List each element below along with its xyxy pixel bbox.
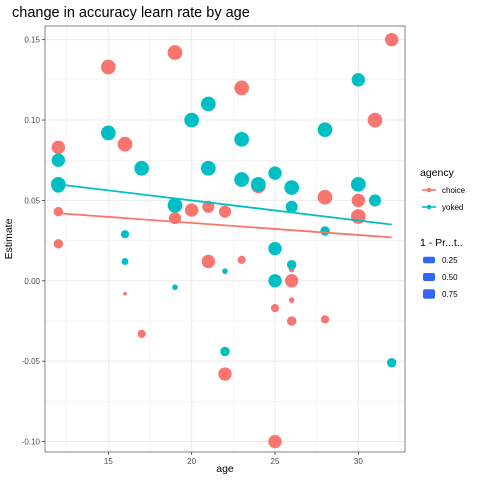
point-yoked <box>234 172 250 187</box>
x-tick-label: 25 <box>271 457 280 466</box>
y-tick-label: -0.05 <box>22 357 41 366</box>
point-yoked <box>285 200 298 213</box>
grid <box>44 25 406 453</box>
y-tick-label: 0.15 <box>24 36 40 45</box>
point-choice <box>320 315 330 324</box>
point-yoked <box>100 125 116 141</box>
point-yoked <box>284 180 300 195</box>
y-tick-label: 0.10 <box>24 116 40 125</box>
point-choice <box>384 32 399 47</box>
chart-title: change in accuracy learn rate by age <box>12 5 250 21</box>
point-yoked <box>317 122 333 138</box>
point-choice <box>234 80 250 96</box>
trend-line-yoked <box>58 183 392 226</box>
point-choice <box>117 136 133 152</box>
point-choice <box>237 255 246 264</box>
point-choice <box>218 367 232 381</box>
legend-size-label-1: 0.25 <box>442 256 458 265</box>
legend-choice-label: choice <box>442 186 466 195</box>
legend-size-key <box>423 273 435 281</box>
legend-yoked-key <box>422 204 436 210</box>
point-yoked <box>51 179 66 193</box>
y-tick-label: 0.05 <box>24 196 40 205</box>
point-yoked <box>268 166 282 180</box>
trend-line-choice <box>58 212 392 239</box>
point-choice <box>137 329 146 338</box>
legend-choice-key <box>422 187 436 193</box>
x-tick-label: 15 <box>104 457 113 466</box>
y-axis: -0.10 -0.05 0.00 0.05 0.10 0.15 <box>22 36 45 447</box>
plot-panel <box>45 26 405 452</box>
point-yoked <box>200 96 216 112</box>
legend-size-key <box>423 289 435 299</box>
point-yoked <box>351 73 366 87</box>
point-choice <box>202 200 215 213</box>
point-yoked <box>167 197 183 213</box>
point-yoked <box>320 226 330 236</box>
point-yoked <box>268 241 282 256</box>
point-choice <box>268 434 282 449</box>
point-choice <box>288 297 295 303</box>
point-yoked <box>120 230 130 239</box>
point-choice <box>270 304 280 313</box>
point-choice <box>317 189 333 205</box>
point-yoked <box>200 160 216 176</box>
legend-size-title: 1 - Pr...t.. <box>420 237 463 249</box>
x-tick-label: 30 <box>354 457 363 466</box>
x-tick-label: 20 <box>187 457 196 466</box>
point-yoked <box>286 259 297 270</box>
point-yoked <box>121 258 129 265</box>
legend-size-label-2: 0.50 <box>442 273 458 282</box>
legend-size-label-3: 0.75 <box>442 290 458 299</box>
point-yoked <box>51 153 66 167</box>
x-axis-label: age <box>216 463 234 475</box>
point-choice <box>51 140 66 155</box>
point-choice <box>218 205 232 218</box>
x-axis: 15 20 25 30 <box>104 452 363 466</box>
legend-yoked-label: yoked <box>442 203 463 212</box>
legend-agency-title: agency <box>420 167 455 179</box>
point-choice <box>351 193 366 208</box>
point-yoked <box>386 358 397 368</box>
legend-size-key <box>423 256 435 264</box>
point-yoked <box>368 194 382 207</box>
point-yoked <box>234 131 250 147</box>
y-axis-label: Estimate <box>3 218 15 259</box>
point-yoked <box>268 274 282 288</box>
point-choice <box>201 254 216 269</box>
point-choice <box>286 316 297 326</box>
point-choice <box>367 112 383 128</box>
point-yoked <box>220 346 230 357</box>
point-choice <box>184 203 199 217</box>
point-yoked <box>134 160 150 176</box>
panel-border <box>44 25 406 453</box>
point-yoked <box>250 176 266 192</box>
y-tick-label: 0.00 <box>24 277 40 286</box>
point-choice <box>167 45 183 60</box>
y-tick-label: -0.10 <box>22 438 41 447</box>
point-yoked <box>222 268 228 274</box>
point-yoked <box>184 112 200 128</box>
point-choice <box>53 239 64 249</box>
data-points <box>50 32 399 449</box>
point-choice <box>284 274 299 288</box>
point-yoked <box>350 176 366 192</box>
legend-agency: agency choice yoked <box>420 167 466 212</box>
point-yoked <box>172 284 178 291</box>
point-choice <box>123 291 127 296</box>
point-choice <box>53 206 64 217</box>
trend-lines <box>58 183 392 239</box>
point-choice <box>100 59 116 75</box>
legend-size: 1 - Pr...t.. 0.25 0.50 0.75 <box>420 237 463 299</box>
